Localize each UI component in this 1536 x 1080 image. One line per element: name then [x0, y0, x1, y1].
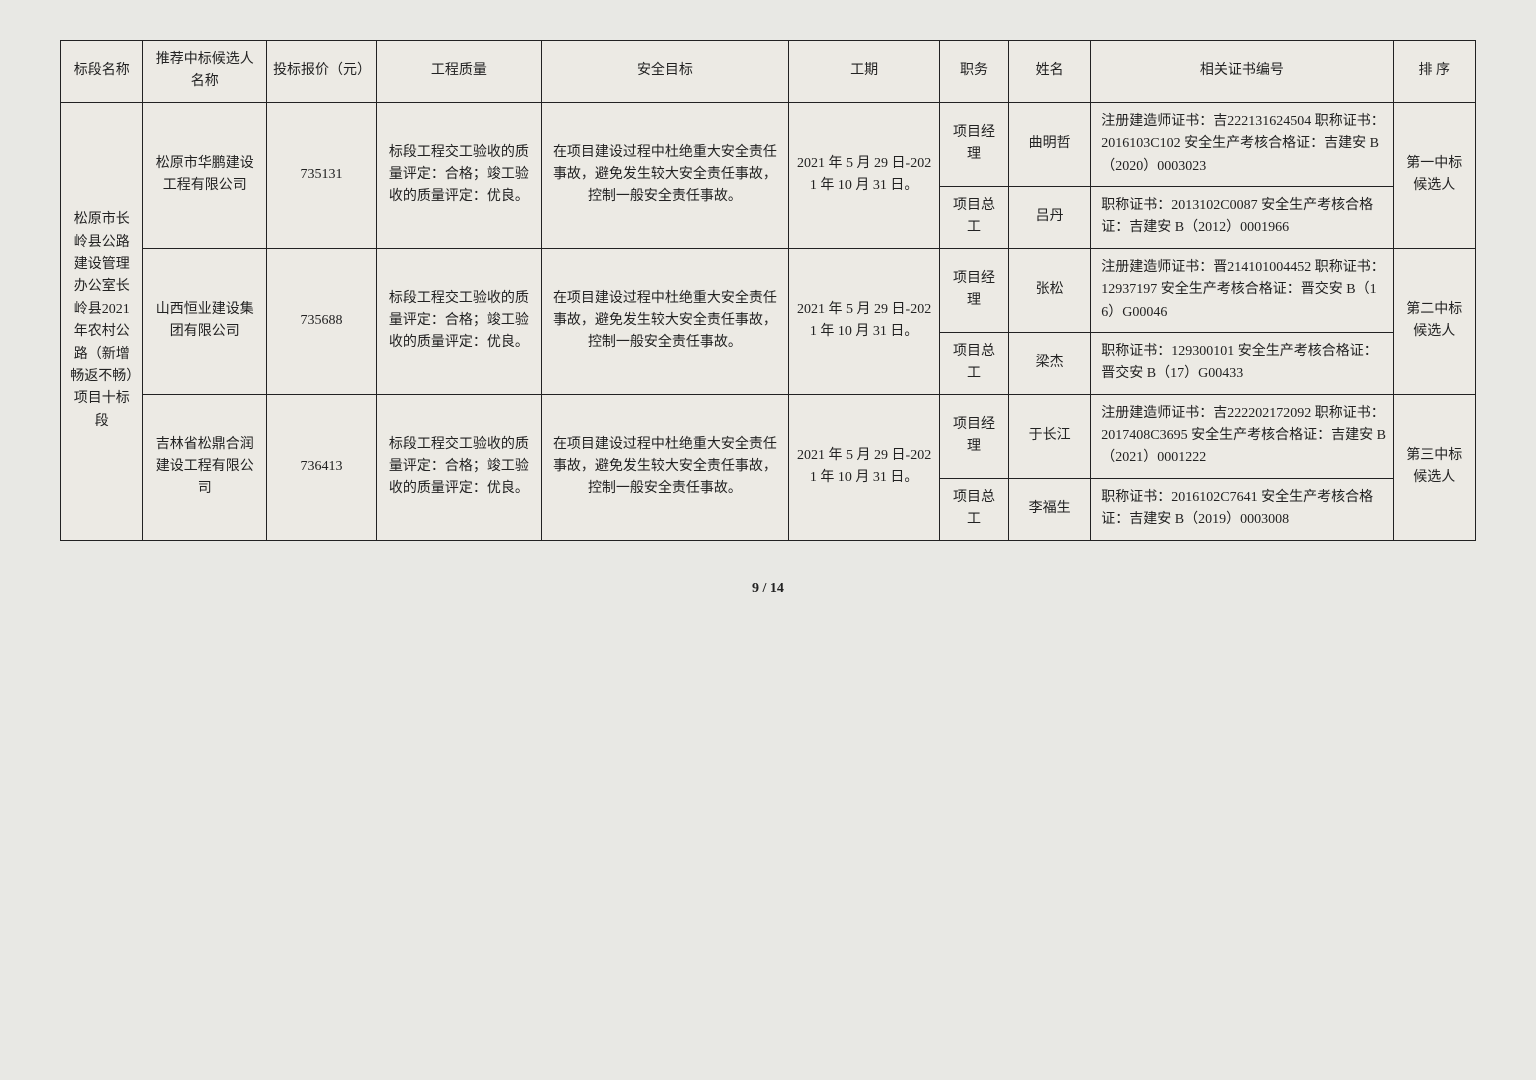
th-cert: 相关证书编号 [1091, 41, 1393, 103]
cell-bid: 735688 [267, 248, 377, 394]
cell-person-name: 张松 [1008, 248, 1090, 332]
cell-cert: 职称证书：2016102C7641 安全生产考核合格证：吉建安 B（2019）0… [1091, 478, 1393, 540]
table-row: 松原市长岭县公路建设管理办公室长岭县2021年农村公路（新增畅返不畅）项目十标段… [61, 102, 1476, 186]
th-bid: 投标报价（元） [267, 41, 377, 103]
page-number: 9 / 14 [60, 581, 1476, 597]
cell-cert: 注册建造师证书：吉222131624504 职称证书：2016103C102 安… [1091, 102, 1393, 186]
cell-person-name: 吕丹 [1008, 186, 1090, 248]
cell-role: 项目总工 [940, 332, 1009, 394]
cell-rank: 第二中标候选人 [1393, 248, 1475, 394]
cell-quality: 标段工程交工验收的质量评定：合格；竣工验收的质量评定：优良。 [376, 248, 541, 394]
cell-bid: 735131 [267, 102, 377, 248]
cell-period: 2021 年 5 月 29 日-2021 年 10 月 31 日。 [789, 248, 940, 394]
cell-safety: 在项目建设过程中杜绝重大安全责任事故，避免发生较大安全责任事故，控制一般安全责任… [541, 248, 788, 394]
th-name: 姓名 [1008, 41, 1090, 103]
cell-person-name: 曲明哲 [1008, 102, 1090, 186]
cell-company: 山西恒业建设集团有限公司 [143, 248, 267, 394]
cell-bid: 736413 [267, 394, 377, 540]
cell-rank: 第三中标候选人 [1393, 394, 1475, 540]
cell-section-name: 松原市长岭县公路建设管理办公室长岭县2021年农村公路（新增畅返不畅）项目十标段 [61, 102, 143, 540]
cell-period: 2021 年 5 月 29 日-2021 年 10 月 31 日。 [789, 102, 940, 248]
cell-period: 2021 年 5 月 29 日-2021 年 10 月 31 日。 [789, 394, 940, 540]
th-section: 标段名称 [61, 41, 143, 103]
cell-cert: 职称证书：129300101 安全生产考核合格证：晋交安 B（17）G00433 [1091, 332, 1393, 394]
table-row: 山西恒业建设集团有限公司 735688 标段工程交工验收的质量评定：合格；竣工验… [61, 248, 1476, 332]
cell-role: 项目经理 [940, 394, 1009, 478]
cell-safety: 在项目建设过程中杜绝重大安全责任事故，避免发生较大安全责任事故，控制一般安全责任… [541, 102, 788, 248]
cell-quality: 标段工程交工验收的质量评定：合格；竣工验收的质量评定：优良。 [376, 394, 541, 540]
th-quality: 工程质量 [376, 41, 541, 103]
cell-role: 项目总工 [940, 186, 1009, 248]
cell-role: 项目经理 [940, 102, 1009, 186]
bid-candidates-table: 标段名称 推荐中标候选人名称 投标报价（元） 工程质量 安全目标 工期 职务 姓… [60, 40, 1476, 541]
cell-company: 松原市华鹏建设工程有限公司 [143, 102, 267, 248]
cell-rank: 第一中标候选人 [1393, 102, 1475, 248]
th-role: 职务 [940, 41, 1009, 103]
cell-person-name: 梁杰 [1008, 332, 1090, 394]
table-row: 吉林省松鼎合润建设工程有限公司 736413 标段工程交工验收的质量评定：合格；… [61, 394, 1476, 478]
cell-role: 项目经理 [940, 248, 1009, 332]
table-header-row: 标段名称 推荐中标候选人名称 投标报价（元） 工程质量 安全目标 工期 职务 姓… [61, 41, 1476, 103]
th-candidate: 推荐中标候选人名称 [143, 41, 267, 103]
th-safety: 安全目标 [541, 41, 788, 103]
cell-cert: 职称证书：2013102C0087 安全生产考核合格证：吉建安 B（2012）0… [1091, 186, 1393, 248]
cell-cert: 注册建造师证书：晋214101004452 职称证书：12937197 安全生产… [1091, 248, 1393, 332]
cell-cert: 注册建造师证书：吉222202172092 职称证书：2017408C3695 … [1091, 394, 1393, 478]
cell-person-name: 于长江 [1008, 394, 1090, 478]
cell-safety: 在项目建设过程中杜绝重大安全责任事故，避免发生较大安全责任事故，控制一般安全责任… [541, 394, 788, 540]
cell-company: 吉林省松鼎合润建设工程有限公司 [143, 394, 267, 540]
cell-person-name: 李福生 [1008, 478, 1090, 540]
th-period: 工期 [789, 41, 940, 103]
cell-quality: 标段工程交工验收的质量评定：合格；竣工验收的质量评定：优良。 [376, 102, 541, 248]
th-rank: 排 序 [1393, 41, 1475, 103]
cell-role: 项目总工 [940, 478, 1009, 540]
